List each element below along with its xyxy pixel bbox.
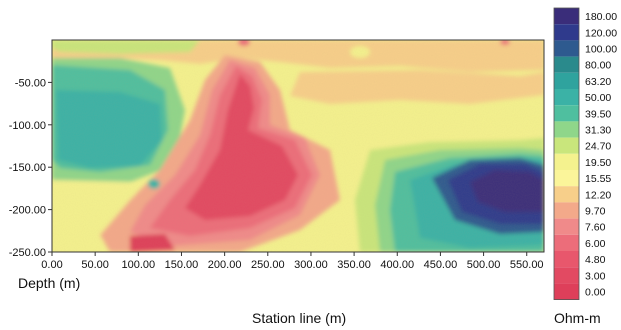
- colorbar-swatch: [554, 121, 579, 138]
- colorbar-swatch: [554, 283, 579, 300]
- colorbar-level-label: 24.70: [585, 141, 611, 153]
- x-tick-label: 200.00: [208, 259, 242, 271]
- colorbar-level-label: 4.80: [585, 254, 606, 266]
- colorbar-level-label: 19.50: [585, 157, 611, 169]
- x-tick-label: 550.00: [510, 259, 544, 271]
- x-tick-label: 100.00: [121, 259, 155, 271]
- colorbar-level-label: 180.00: [585, 11, 617, 23]
- x-axis-ticks: 0.00 50.00 100.00 150.00 200.00 250.00 300.00 3…: [41, 252, 544, 271]
- x-tick-label: 500.00: [467, 259, 501, 271]
- colorbar-swatch: [554, 72, 579, 89]
- colorbar-level-label: 120.00: [585, 27, 617, 39]
- y-tick-label: -100.00: [9, 120, 46, 132]
- colorbar-level-label: 100.00: [585, 44, 617, 56]
- colorbar-level-label: 12.20: [585, 189, 611, 201]
- colorbar-swatch: [554, 105, 579, 122]
- y-axis-ticks: -50.00 -100.00 -150.00 -200.00 -250.00: [9, 77, 52, 259]
- x-tick-label: 350.00: [337, 259, 371, 271]
- x-tick-label: 150.00: [165, 259, 199, 271]
- colorbar-level-label: 7.60: [585, 222, 606, 234]
- x-tick-label: 50.00: [81, 259, 109, 271]
- y-tick-label: -200.00: [9, 205, 46, 217]
- colorbar-swatch: [554, 186, 579, 203]
- colorbar-swatch: [554, 24, 579, 41]
- colorbar-swatch: [554, 56, 579, 73]
- colorbar-level-label: 39.50: [585, 108, 611, 120]
- colorbar-swatch: [554, 251, 579, 268]
- colorbar-swatch: [554, 40, 579, 57]
- x-tick-label: 400.00: [380, 259, 414, 271]
- colorbar-swatch: [554, 218, 579, 235]
- colorbar-level-label: 0.00: [585, 287, 606, 299]
- y-axis-title: Depth (m): [18, 275, 80, 291]
- contour-field: [52, 40, 544, 252]
- x-tick-label: 300.00: [294, 259, 328, 271]
- colorbar-swatch: [554, 170, 579, 187]
- x-tick-label: 450.00: [424, 259, 458, 271]
- colorbar-swatch: [554, 267, 579, 284]
- colorbar-swatch: [554, 8, 579, 25]
- plot-frame: [51, 39, 545, 253]
- colorbar-swatch: [554, 89, 579, 106]
- colorbar-level-label: 6.00: [585, 238, 606, 250]
- y-tick-label: -150.00: [9, 162, 46, 174]
- y-tick-label: -50.00: [15, 77, 46, 89]
- x-axis-title: Station line (m): [252, 310, 346, 326]
- colorbar: 180.00 120.00 100.00 80.00 63.20 50.00 39.50 31…: [553, 7, 617, 301]
- colorbar-swatch: [554, 153, 579, 170]
- colorbar-swatch: [554, 202, 579, 219]
- colorbar-level-label: 80.00: [585, 60, 611, 72]
- y-tick-label: -250.00: [9, 247, 46, 259]
- colorbar-level-label: 50.00: [585, 92, 611, 104]
- colorbar-frame: [553, 7, 580, 301]
- colorbar-level-label: 15.55: [585, 173, 611, 185]
- colorbar-level-label: 9.70: [585, 206, 606, 218]
- colorbar-level-label: 31.30: [585, 125, 611, 137]
- colorbar-level-label: 3.00: [585, 270, 606, 282]
- x-tick-label: 250.00: [251, 259, 285, 271]
- colorbar-level-label: 63.20: [585, 76, 611, 88]
- colorbar-title: Ohm-m: [554, 310, 601, 326]
- colorbar-swatch: [554, 234, 579, 251]
- colorbar-swatch: [554, 137, 579, 154]
- x-tick-label: 0.00: [41, 259, 62, 271]
